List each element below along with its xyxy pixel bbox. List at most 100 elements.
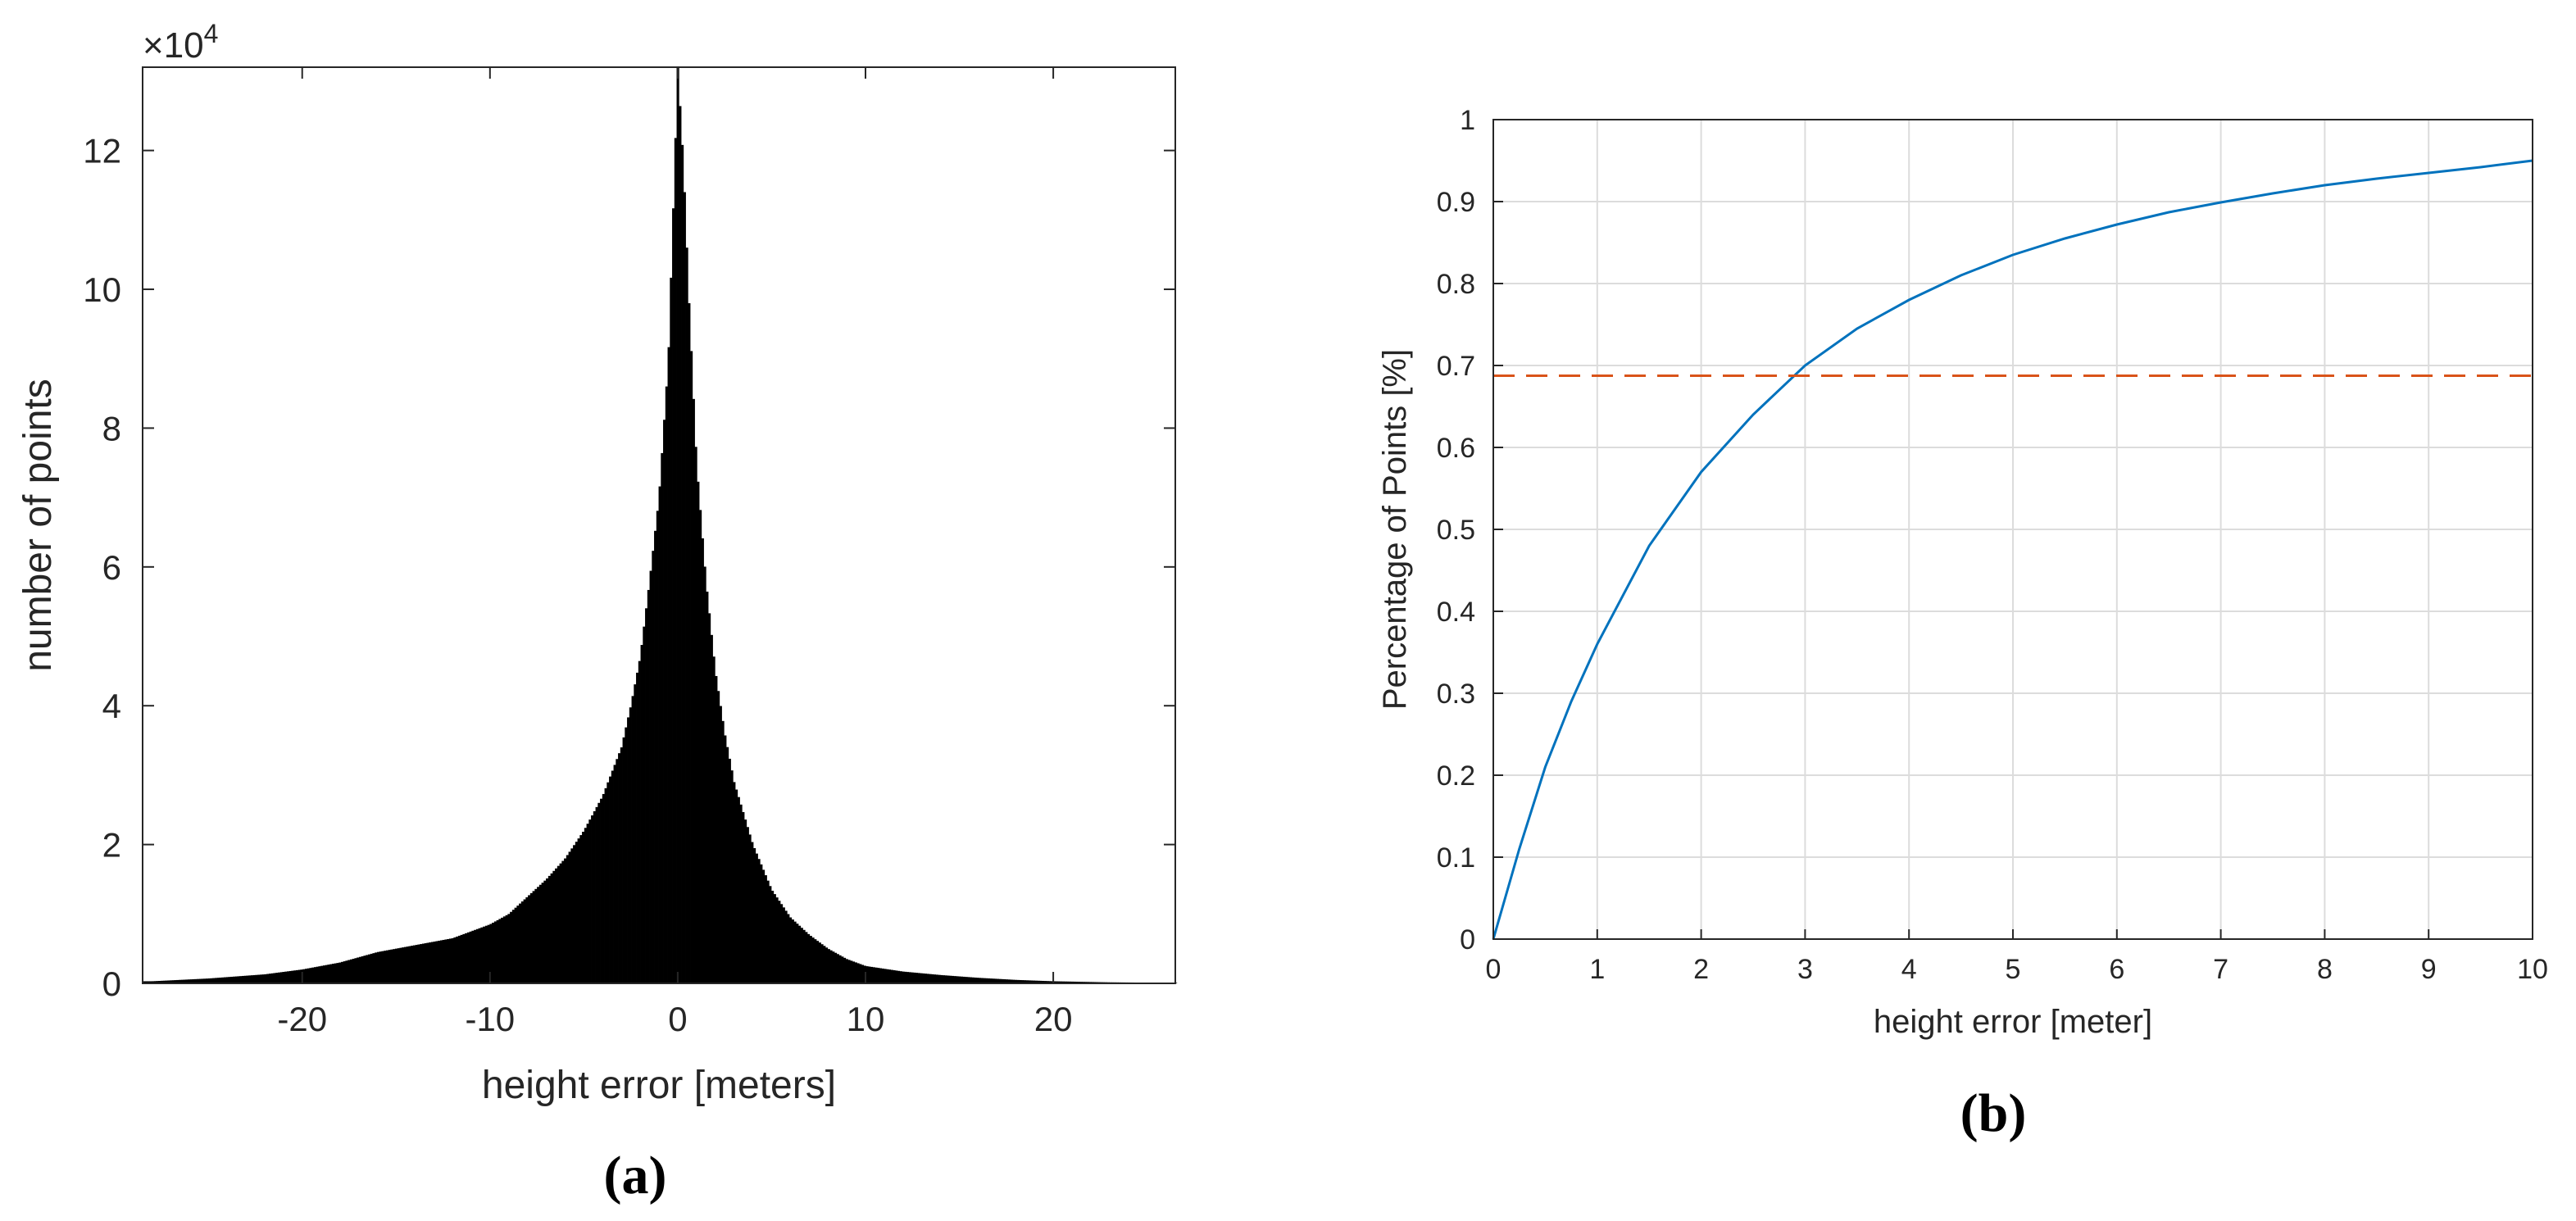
x-tick-label: 7 [2213, 954, 2228, 985]
histogram-bar [967, 977, 970, 983]
histogram-bar [852, 961, 856, 983]
x-tick-label: 4 [1901, 954, 1917, 985]
histogram-bar [667, 347, 670, 984]
histogram-bar [694, 447, 697, 983]
histogram-bar [733, 782, 736, 983]
histogram-bar [965, 977, 968, 983]
histogram-bar [1037, 980, 1040, 983]
histogram-bar [210, 978, 213, 983]
histogram-bar [456, 936, 459, 983]
histogram-bar [246, 975, 249, 983]
histogram-bar [343, 961, 346, 983]
y-tick-label: 0.3 [1437, 679, 1475, 710]
histogram-bar [611, 770, 614, 983]
histogram-bar [703, 566, 706, 983]
histogram-bar [942, 975, 946, 983]
histogram-bar [453, 937, 457, 983]
histogram-bar [746, 827, 749, 983]
histogram-bar [989, 978, 993, 983]
histogram-bar [1057, 981, 1061, 983]
histogram-bar [496, 919, 499, 983]
histogram-bar [719, 706, 722, 983]
histogram-bar [782, 907, 785, 983]
histogram-bar [239, 976, 243, 983]
histogram-bar [902, 971, 905, 983]
histogram-bar [618, 753, 621, 983]
histogram-bar [645, 608, 648, 983]
histogram-bar [316, 966, 319, 983]
y-tick-label: 12 [83, 132, 121, 170]
histogram-bar [381, 951, 384, 983]
histogram-bar [636, 672, 639, 983]
histogram-bar [717, 691, 720, 983]
histogram-bar [710, 634, 713, 983]
histogram-bar [552, 870, 556, 983]
histogram-bar [498, 919, 502, 983]
histogram-bar [654, 530, 657, 983]
y-tick-label: 10 [83, 270, 121, 309]
histogram-bar [376, 951, 380, 983]
histogram-bar [151, 981, 155, 983]
histogram-bar [739, 804, 743, 983]
histogram-bar [638, 660, 641, 983]
histogram-bar [895, 970, 898, 983]
histogram-bar [627, 717, 630, 983]
histogram-bar [532, 891, 535, 983]
histogram-bar [223, 977, 227, 983]
histogram-bar [466, 932, 470, 983]
histogram-bar [850, 960, 853, 983]
histogram-bar [884, 969, 887, 983]
histogram-bar [793, 921, 797, 983]
histogram-bar [534, 888, 538, 983]
histogram-bar [169, 980, 173, 983]
histogram-bar [845, 959, 848, 983]
histogram-bar [676, 67, 679, 983]
histogram-bar [320, 965, 324, 983]
histogram-bar [216, 978, 220, 983]
histogram-bar [843, 957, 847, 983]
histogram-bar [938, 974, 941, 983]
histogram-bar [219, 977, 222, 983]
histogram-bar [232, 976, 236, 983]
histogram-bar [769, 886, 772, 983]
histogram-bar [261, 974, 265, 983]
histogram-bar [439, 940, 443, 983]
histogram-bar [149, 981, 152, 983]
histogram-bar [1034, 980, 1038, 983]
histogram-bar [944, 975, 947, 983]
histogram-bar [890, 969, 893, 983]
histogram-bar [187, 979, 191, 983]
histogram-bar [818, 942, 821, 983]
histogram-bar [766, 880, 770, 983]
cdf-y-axis-label: Percentage of Points [%] [1377, 349, 1413, 710]
histogram-bar [958, 976, 961, 983]
histogram-bar [1007, 979, 1011, 983]
histogram-bar [390, 949, 393, 983]
histogram-bar [484, 925, 488, 983]
histogram-bar [438, 940, 441, 983]
x-tick-label: 0 [668, 1000, 687, 1038]
histogram-bar [586, 824, 589, 983]
histogram-bar [302, 969, 306, 983]
histogram-bar [279, 972, 283, 983]
cdf-curve [1492, 159, 2533, 940]
y-exponent-power: 4 [204, 19, 219, 48]
histogram-bar [1066, 981, 1070, 983]
x-tick-label: -10 [465, 1000, 515, 1038]
histogram-bar [609, 776, 612, 983]
histogram-bar [593, 810, 596, 983]
histogram-bar [708, 613, 711, 983]
histogram-bar [985, 978, 988, 983]
panel-label-a: (a) [604, 1146, 667, 1205]
y-tick-label: 0 [1460, 924, 1475, 955]
histogram-bar [144, 981, 148, 983]
x-tick-label: 0 [1486, 954, 1502, 985]
histogram-bar [920, 973, 923, 983]
histogram-bar [234, 976, 238, 983]
histogram-bar [379, 951, 382, 983]
histogram-bar [775, 897, 779, 983]
histogram-bar [996, 978, 1000, 983]
histogram-bar [604, 788, 607, 983]
histogram-bar [541, 883, 544, 983]
histogram-bar [987, 978, 991, 983]
